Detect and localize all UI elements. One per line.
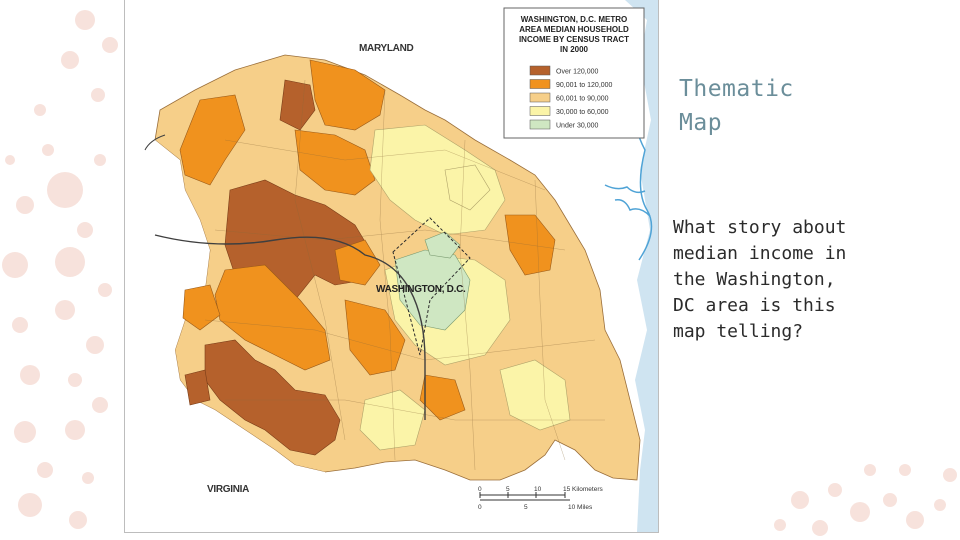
- legend-swatch-2: [529, 92, 551, 103]
- legend-title-line-2: AREA MEDIAN HOUSEHOLD: [519, 25, 629, 34]
- legend-swatch-0: [529, 65, 551, 76]
- scale-km-5: 5: [506, 486, 510, 493]
- slide-title-line-1: Thematic: [679, 76, 794, 102]
- legend-title-line-1: WASHINGTON, D.C. METRO: [521, 15, 628, 24]
- legend-label-3: 30,000 to 60,000: [556, 109, 609, 116]
- scale-km-10: 10: [534, 486, 542, 493]
- slide-title: Thematic Map: [679, 72, 879, 140]
- scale-km-0: 0: [478, 486, 482, 493]
- legend-title-line-3: INCOME BY CENSUS TRACT: [519, 35, 629, 44]
- thematic-map: MARYLAND VIRGINIA WASHINGTON, D.C. WASHI…: [124, 0, 659, 533]
- map-legend: WASHINGTON, D.C. METRO AREA MEDIAN HOUSE…: [503, 7, 645, 139]
- legend-swatch-1: [529, 79, 551, 89]
- label-maryland: MARYLAND: [359, 43, 414, 54]
- slide-title-line-2: Map: [679, 110, 723, 136]
- label-washington-dc: WASHINGTON, D.C.: [376, 284, 466, 295]
- scale-bar: 0 5 10 15 Kilometers 0 5 10 Miles: [478, 486, 603, 511]
- slide-question: What story about median income in the Wa…: [673, 217, 847, 342]
- label-virginia: VIRGINIA: [207, 484, 249, 495]
- legend-swatch-3: [529, 106, 551, 116]
- legend-label-1: 90,001 to 120,000: [556, 82, 613, 89]
- legend-label-4: Under 30,000: [556, 123, 599, 130]
- scale-mi-5: 5: [524, 504, 528, 511]
- legend-label-0: Over 120,000: [556, 69, 599, 76]
- scale-km-15: 15 Kilometers: [563, 486, 603, 493]
- legend-title-line-4: IN 2000: [560, 45, 589, 54]
- legend-label-2: 60,001 to 90,000: [556, 96, 609, 103]
- scale-mi-10: 10 Miles: [568, 504, 593, 511]
- legend-swatch-4: [529, 119, 551, 130]
- scale-mi-0: 0: [478, 504, 482, 511]
